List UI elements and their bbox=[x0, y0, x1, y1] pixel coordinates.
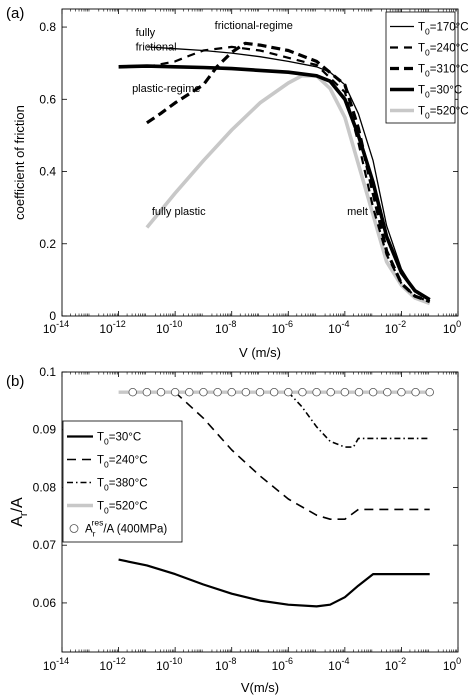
panel-b-label: (b) bbox=[6, 373, 24, 390]
panel-b-legend-marker bbox=[69, 524, 79, 533]
panel-b-marker-point bbox=[354, 388, 364, 397]
panel-a-x-tick-label: 10-4 bbox=[328, 319, 349, 336]
panel-b-marker-point bbox=[142, 388, 152, 397]
panel-b-marker-point bbox=[241, 388, 251, 397]
panel-a-x-tick-label: 10-14 bbox=[43, 319, 69, 336]
panel-b-marker-point bbox=[128, 388, 137, 397]
panel-a-label: (a) bbox=[6, 5, 24, 22]
panel-b-x-tick-label: 100 bbox=[443, 656, 461, 673]
panel-a-x-tick-label: 10-2 bbox=[385, 319, 406, 336]
panel-b-x-tick-label: 10-12 bbox=[99, 656, 125, 673]
panel-b-legend-label: T0=380°C bbox=[97, 478, 148, 493]
panel-a-y-tick-label: 0.8 bbox=[39, 20, 56, 34]
panel-b-marker-point bbox=[425, 388, 434, 397]
panel-b-marker-point bbox=[326, 388, 335, 397]
panel-b-legend: T0=30°C T0=240°C T0=380°C T0=520°C Arres/A (… bbox=[62, 420, 183, 543]
panel-b-legend-box bbox=[62, 420, 183, 543]
panel-a-plot-area bbox=[118, 41, 431, 306]
panel-a-legend-label: T0=520°C bbox=[418, 106, 469, 121]
panel-b-marker-point bbox=[185, 388, 194, 397]
panel-b-x-tick-label: 10-14 bbox=[43, 656, 69, 673]
panel-a-legend-label: T0=30°C bbox=[418, 85, 462, 100]
panel-b-legend-label: T0=30°C bbox=[97, 432, 141, 447]
panel-a-series-line bbox=[145, 74, 431, 306]
panel-a-annotation: frictional bbox=[136, 42, 177, 54]
panel-b-x-tick-label: 10-10 bbox=[156, 656, 182, 673]
panel-b-marker-point bbox=[312, 388, 321, 397]
panel-b-plot-area bbox=[118, 388, 434, 608]
panel-b-y-tick-label: 0.06 bbox=[33, 596, 57, 610]
panel-b-x-axis-label: V(m/s) bbox=[241, 680, 279, 695]
panel-b-legend-label: T0=240°C bbox=[97, 455, 148, 470]
panel-a-x-tick-label: 100 bbox=[443, 319, 461, 336]
panel-a-y-tick-label: 0.2 bbox=[39, 237, 56, 251]
panel-a-legend-label: T0=170°C bbox=[418, 22, 469, 37]
panel-b-marker-point bbox=[383, 388, 392, 397]
panel-a-legend-label: T0=240°C bbox=[418, 43, 469, 58]
panel-b-axes-box bbox=[61, 371, 459, 653]
panel-b-y-tick-label: 0.08 bbox=[33, 480, 57, 494]
panel-b-y-tick-label: 0.09 bbox=[33, 423, 57, 437]
panel-a-legend-label: T0=310°C bbox=[418, 64, 469, 79]
panel-b-marker-point bbox=[170, 388, 180, 397]
panel-b-marker-point bbox=[298, 388, 307, 397]
panel-a-x-tick-label: 10-12 bbox=[99, 319, 125, 336]
panel-b-legend-label: Arres/A (400MPa) bbox=[85, 518, 167, 539]
panel-a-annotation: melt bbox=[347, 206, 368, 218]
panel-a-annotation: fully plastic bbox=[152, 206, 206, 218]
panel-b: (b) 10-14 10-12 10-10 10-8 10-6 10-4 10-2 100 0.0… bbox=[6, 365, 461, 695]
panel-a-y-axis-label: coefficient of friction bbox=[12, 105, 27, 220]
panel-a-series-line bbox=[118, 64, 431, 302]
panel-b-x-tick-label: 10-8 bbox=[215, 656, 236, 673]
panel-b-y-axis-label: Ar/A bbox=[9, 497, 30, 527]
panel-b-marker-point bbox=[269, 388, 279, 397]
panel-b-y-tick-label: 0.1 bbox=[39, 365, 56, 379]
panel-b-legend-label: T0=520°C bbox=[97, 501, 148, 516]
panel-b-x-tick-label: 10-4 bbox=[328, 656, 349, 673]
panel-a-x-tick-label: 10-8 bbox=[215, 319, 236, 336]
panel-b-marker-point bbox=[411, 388, 420, 397]
panel-b-marker-point bbox=[227, 388, 236, 397]
panel-a-x-tick-label: 10-6 bbox=[272, 319, 293, 336]
panel-a-annotation: fully bbox=[136, 27, 156, 39]
panel-a-legend: T0=170°C T0=240°C T0=310°C T0=30°C T0=520°C bbox=[385, 11, 469, 124]
panel-b-marker-point bbox=[340, 388, 350, 397]
panel-a-y-tick-label: 0 bbox=[49, 309, 56, 323]
panel-b-x-tick-label: 10-2 bbox=[385, 656, 406, 673]
panel-a-annotation: frictional-regime bbox=[215, 20, 293, 32]
panel-a-series-line bbox=[146, 45, 431, 303]
panel-b-marker-point bbox=[284, 388, 293, 397]
panel-b-marker-point bbox=[368, 388, 378, 397]
panel-b-marker-point bbox=[213, 388, 222, 397]
panel-b-series-line bbox=[118, 558, 430, 608]
panel-a: (a) 10-14 10-12 10-10 10-8 10-6 10-4 10-2 100 0 0.… bbox=[6, 5, 469, 360]
panel-a-x-axis-label: V (m/s) bbox=[239, 345, 281, 360]
panel-b-marker-point bbox=[156, 388, 166, 397]
panel-b-marker-point bbox=[255, 388, 265, 397]
panel-b-marker-point bbox=[397, 388, 406, 397]
panel-a-series-line bbox=[146, 41, 431, 304]
panel-a-y-tick-label: 0.4 bbox=[39, 165, 56, 179]
panel-b-series-line bbox=[174, 391, 430, 521]
panel-b-y-tick-label: 0.07 bbox=[33, 538, 57, 552]
panel-a-y-tick-label: 0.6 bbox=[39, 92, 56, 106]
panel-a-annotation: plastic-regime bbox=[132, 83, 200, 95]
panel-a-x-tick-label: 10-10 bbox=[156, 319, 182, 336]
panel-b-x-tick-label: 10-6 bbox=[272, 656, 293, 673]
panel-b-marker-point bbox=[199, 388, 208, 397]
panel-b-series-line bbox=[287, 391, 430, 448]
panel-a-axes-box bbox=[61, 8, 459, 317]
